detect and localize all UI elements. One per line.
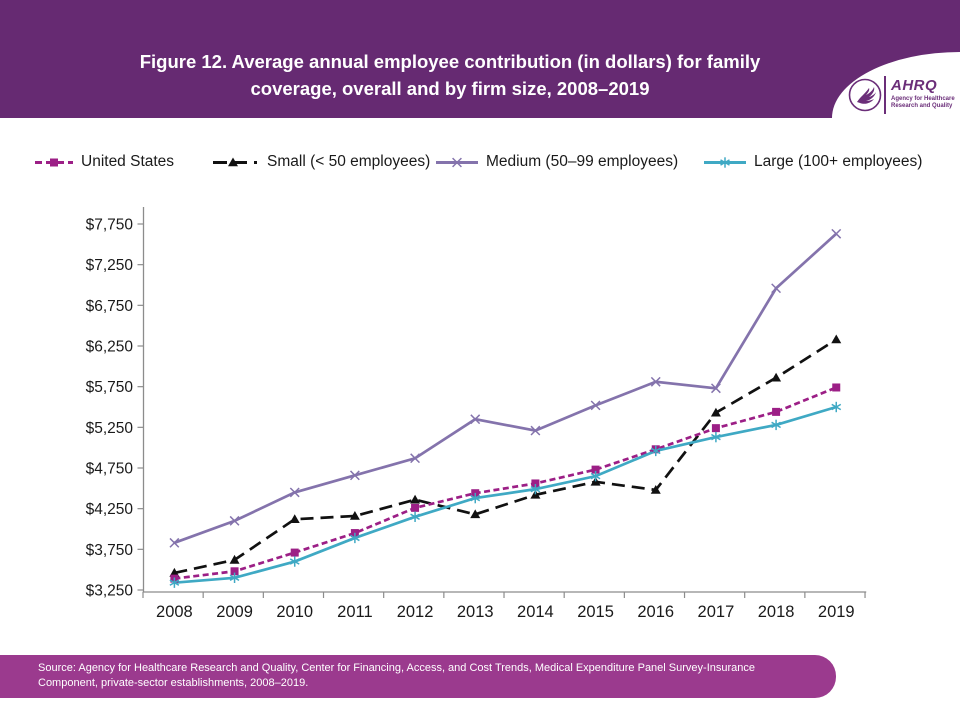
legend-sample-large-icon: [704, 157, 746, 168]
svg-text:$6,250: $6,250: [86, 339, 134, 356]
svg-text:2012: 2012: [397, 603, 434, 621]
legend-sample-united-states-icon: [35, 158, 73, 167]
svg-text:2010: 2010: [276, 603, 313, 621]
legend-label-large: Large (100+ employees): [754, 153, 923, 170]
legend-item-small: Small (< 50 employees): [213, 150, 430, 174]
markers-large-100-employees-: [169, 401, 842, 588]
svg-text:$5,250: $5,250: [86, 420, 134, 437]
figure-title: Figure 12. Average annual employee contr…: [0, 48, 900, 102]
markers-medium-50-99-employees-: [169, 228, 842, 548]
legend-label-medium: Medium (50–99 employees): [486, 153, 679, 170]
svg-text:2009: 2009: [216, 603, 253, 621]
figure-title-line1: Figure 12. Average annual employee contr…: [139, 51, 761, 72]
svg-text:$4,750: $4,750: [86, 461, 134, 478]
svg-text:2015: 2015: [577, 603, 614, 621]
figure-title-line2: coverage, overall and by firm size, 2008…: [250, 78, 650, 99]
legend-item-large: Large (100+ employees): [704, 150, 922, 174]
legend-sample-small-icon: [213, 157, 257, 167]
source-line1: Source: Agency for Healthcare Research a…: [38, 662, 755, 674]
ahrq-logo: AHRQ Agency for Healthcare Research and …: [844, 74, 960, 118]
svg-text:$6,750: $6,750: [86, 298, 134, 315]
svg-text:$7,250: $7,250: [86, 257, 134, 274]
markers-united-states: [170, 383, 841, 583]
svg-text:2019: 2019: [818, 603, 855, 621]
svg-text:2013: 2013: [457, 603, 494, 621]
legend-sample-medium-icon: [436, 157, 478, 168]
series-medium-50-99-employees-: [173, 232, 838, 545]
markers-small-50-employees-: [169, 334, 842, 577]
source-text: Source: Agency for Healthcare Research a…: [38, 661, 755, 691]
svg-text:2008: 2008: [156, 603, 193, 621]
source-band: Source: Agency for Healthcare Research a…: [0, 655, 836, 698]
svg-text:2016: 2016: [637, 603, 674, 621]
logo-divider: [884, 76, 886, 114]
legend-item-united-states: United States: [35, 150, 174, 174]
ahrq-tagline: Agency for Healthcare Research and Quali…: [891, 96, 955, 109]
svg-text:$3,750: $3,750: [86, 542, 134, 559]
legend-label-small: Small (< 50 employees): [267, 153, 431, 170]
legend-label-united-states: United States: [81, 153, 175, 170]
line-chart: $3,250 $3,750 $4,250 $4,750 $5,250 $5,750 $6,2…: [86, 207, 867, 621]
series-small-50-employees-: [174, 338, 837, 575]
svg-text:2014: 2014: [517, 603, 554, 621]
svg-text:$3,250: $3,250: [86, 583, 134, 600]
svg-text:$4,250: $4,250: [86, 501, 134, 518]
series-united-states: [174, 386, 837, 580]
svg-text:$5,750: $5,750: [86, 379, 134, 396]
source-line2: Component, private-sector establishments…: [38, 677, 309, 689]
svg-text:2018: 2018: [758, 603, 795, 621]
series-large-100-employees-: [174, 405, 837, 585]
svg-text:$7,750: $7,750: [86, 217, 134, 234]
ahrq-wordmark: AHRQ: [891, 77, 938, 94]
legend-item-medium: Medium (50–99 employees): [436, 150, 678, 174]
svg-text:2011: 2011: [337, 603, 372, 621]
hhs-eagle-icon: [848, 78, 882, 112]
axes: $3,250 $3,750 $4,250 $4,750 $5,250 $5,750 $6,2…: [86, 207, 867, 621]
header-banner: Figure 12. Average annual employee contr…: [0, 0, 960, 118]
svg-text:2017: 2017: [698, 603, 735, 621]
